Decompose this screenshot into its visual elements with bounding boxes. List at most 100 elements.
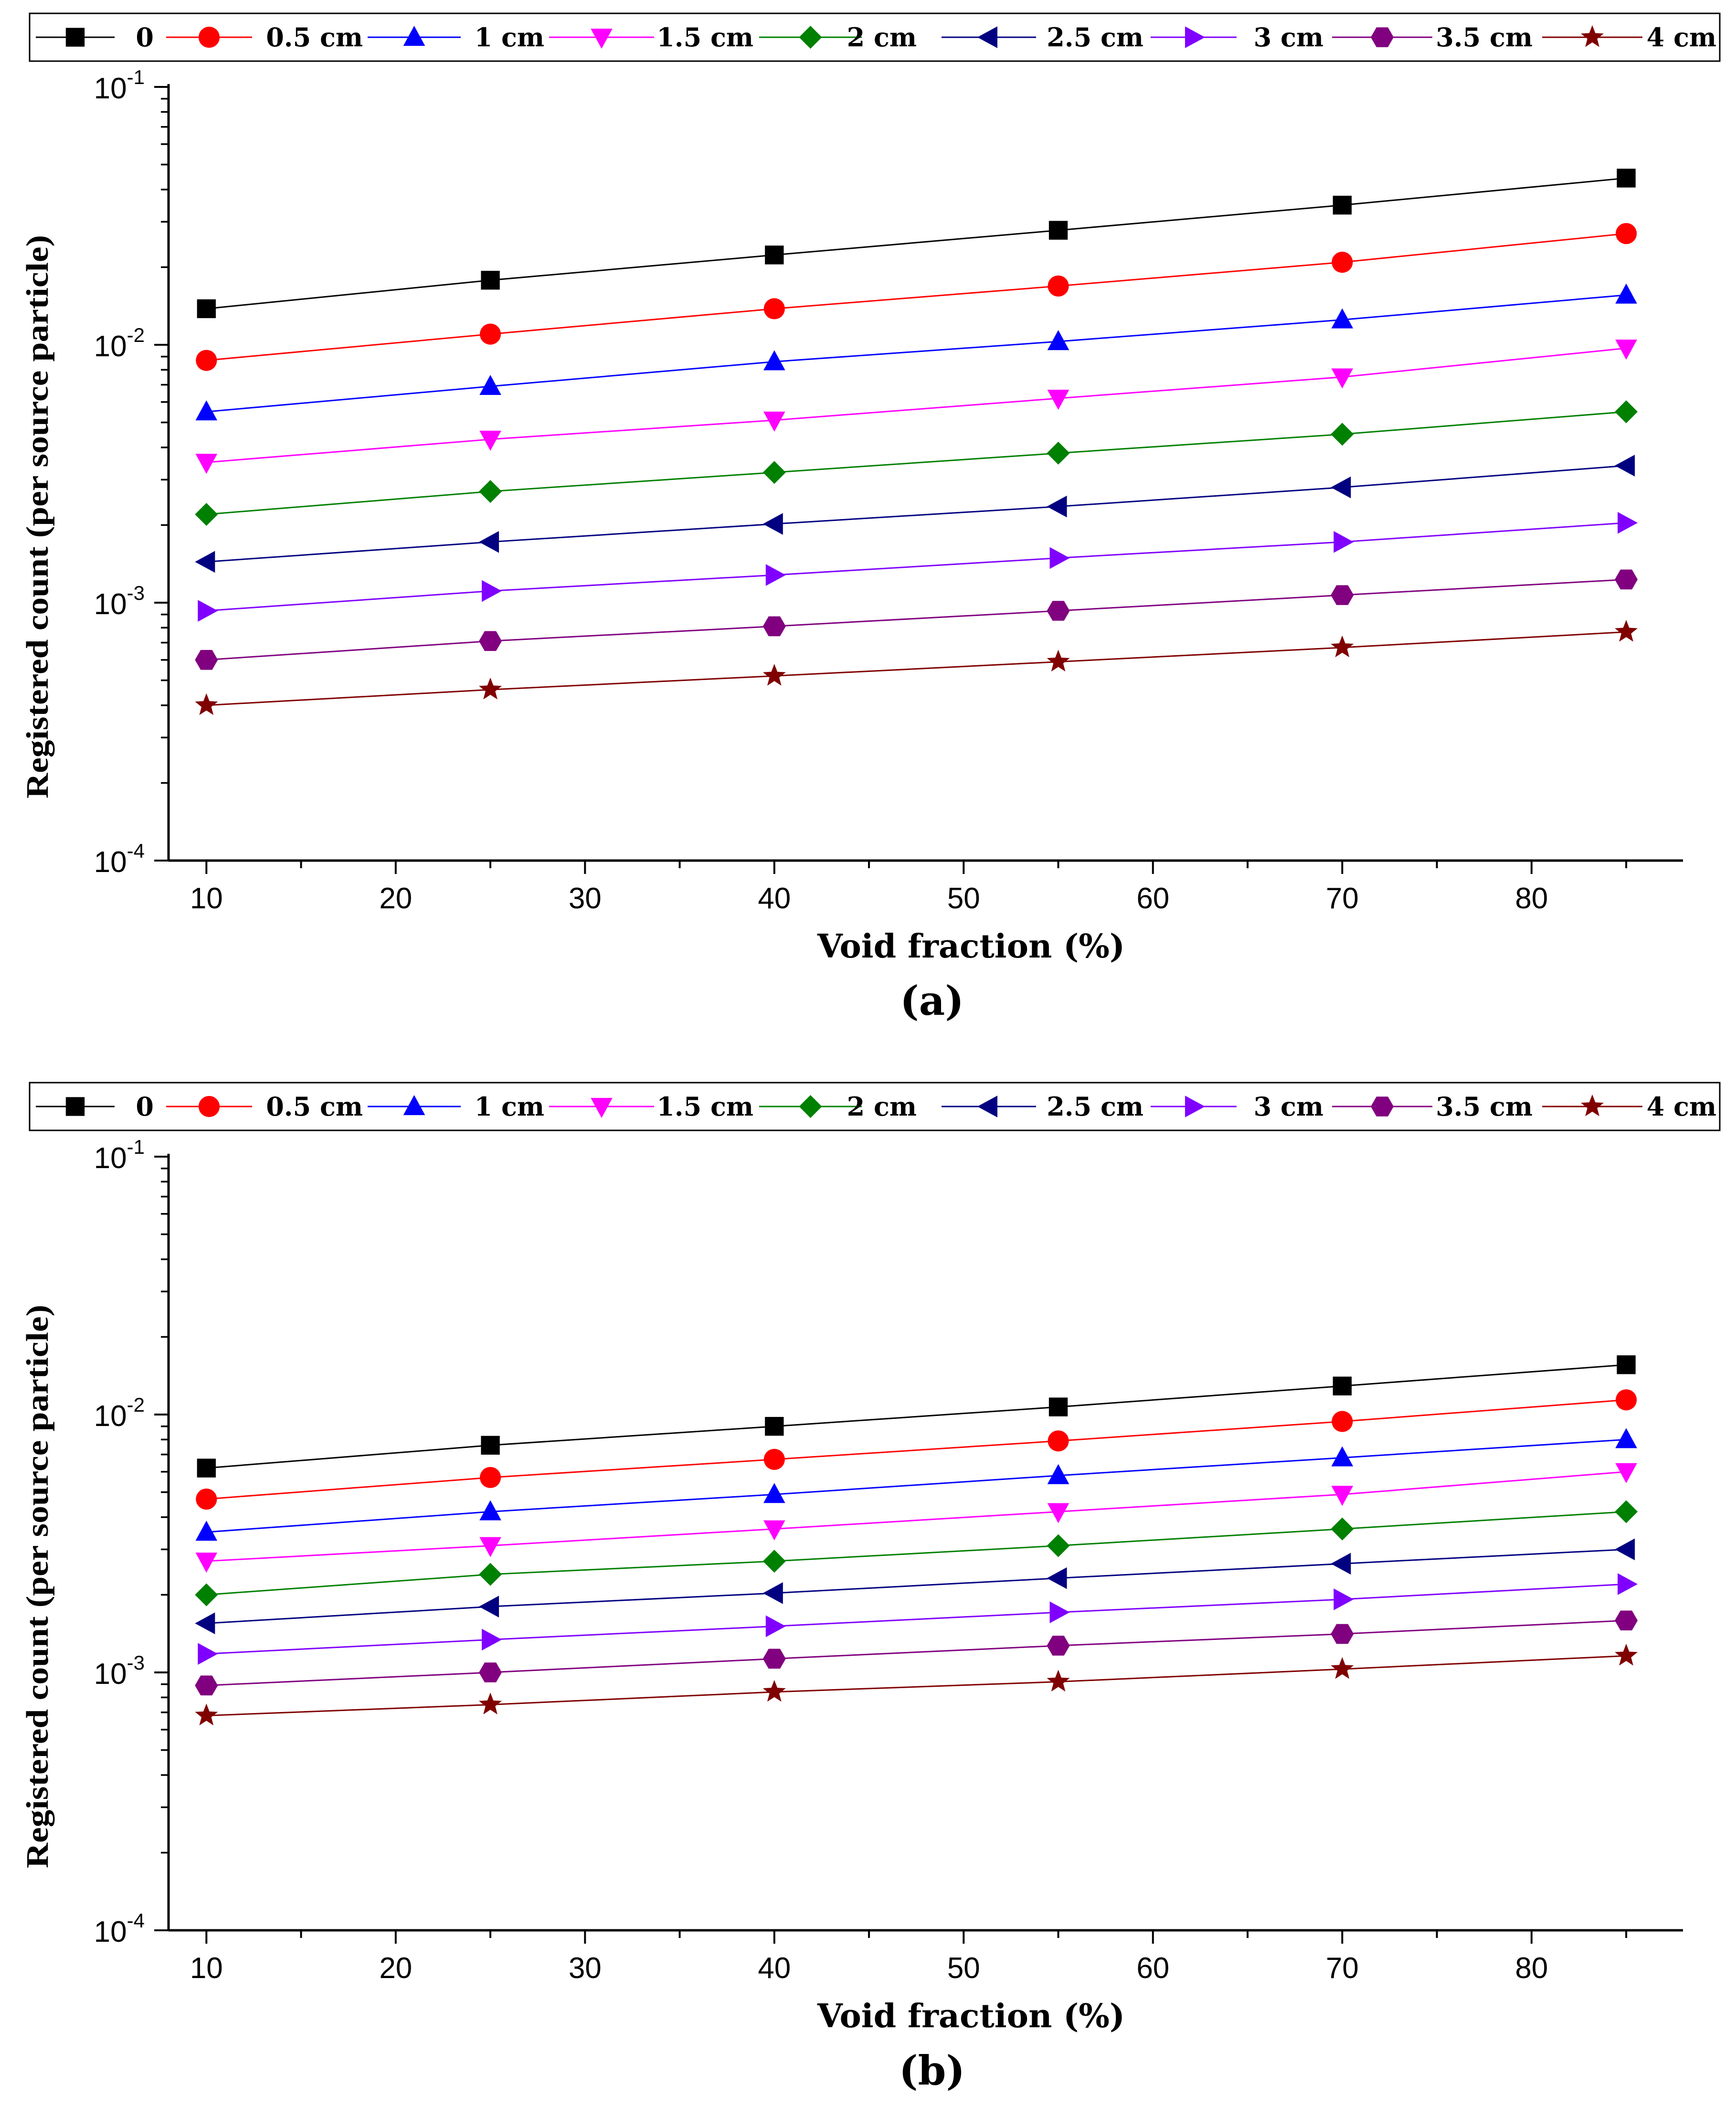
data-point <box>765 1615 786 1638</box>
data-point <box>1617 1355 1636 1374</box>
data-point <box>1615 1610 1638 1631</box>
series-line <box>206 631 1627 706</box>
legend-label: 4 cm <box>1647 22 1716 53</box>
y-tick-label: 10-1 <box>94 66 145 105</box>
y-tick-exponent: -2 <box>127 324 145 346</box>
data-point <box>1615 340 1637 360</box>
data-point <box>1047 1534 1070 1557</box>
data-point <box>479 1596 499 1617</box>
data-point <box>195 1612 215 1635</box>
x-tick-label: 30 <box>569 1952 602 1985</box>
y-tick-exponent: -4 <box>127 1909 145 1932</box>
x-tick-label: 50 <box>947 882 980 915</box>
x-tick-label: 80 <box>1515 1952 1548 1985</box>
data-point <box>1049 1601 1070 1623</box>
panel-b: 0 0.5 cm 1 cm 1.5 cm 2 cm 2.5 cm 3 cm 3.5 cm 4 c… <box>20 1082 1721 2094</box>
data-point <box>479 1563 502 1586</box>
data-point <box>1615 1500 1638 1523</box>
data-point <box>762 1582 783 1604</box>
series-line <box>206 1399 1627 1500</box>
data-point <box>1331 1624 1354 1644</box>
data-point <box>195 1521 218 1541</box>
data-point <box>1048 1430 1069 1452</box>
legend-label: 3 cm <box>1254 1091 1323 1122</box>
legend-label: 3.5 cm <box>1436 22 1533 53</box>
legend-item: 1 cm <box>368 22 544 53</box>
data-point <box>195 1583 218 1607</box>
series-line <box>206 411 1627 515</box>
data-point <box>195 1553 218 1573</box>
panel-a: 0 0.5 cm 1 cm 1.5 cm 2 cm 2.5 cm 3 cm 3.5 cm 4 c… <box>20 12 1721 1024</box>
legend-item: 1 cm <box>368 1091 544 1122</box>
y-tick-label: 10-2 <box>94 324 145 363</box>
data-point <box>1331 635 1354 658</box>
legend-item: 2 cm <box>759 1091 917 1122</box>
data-point <box>1331 1446 1354 1467</box>
data-point <box>1618 1573 1638 1595</box>
series-line <box>206 1364 1627 1469</box>
data-point <box>197 299 216 319</box>
data-point <box>1331 1517 1354 1541</box>
legend-label: 0.5 cm <box>266 22 363 53</box>
legend-item: 3 cm <box>1151 1091 1323 1122</box>
data-point <box>1615 1643 1638 1666</box>
data-point <box>482 1628 502 1651</box>
x-tick-label: 70 <box>1326 1952 1359 1985</box>
data-point <box>196 1488 217 1510</box>
y-tick-base: 10 <box>94 1400 127 1433</box>
data-point <box>195 454 218 474</box>
series-line <box>206 177 1627 309</box>
data-point <box>1615 1538 1635 1561</box>
data-point <box>1047 495 1067 518</box>
x-tick-label: 80 <box>1515 882 1548 915</box>
data-point <box>1331 423 1354 446</box>
data-point <box>1333 195 1352 215</box>
data-point <box>1331 368 1354 389</box>
legend-marker <box>65 28 85 47</box>
y-tick-label: 10-1 <box>94 1136 145 1175</box>
panel-label: (a) <box>900 977 964 1024</box>
y-tick-base: 10 <box>94 588 127 621</box>
y-tick-base: 10 <box>94 846 127 879</box>
data-point <box>482 580 502 602</box>
data-point <box>1334 1588 1354 1610</box>
data-point <box>479 480 502 503</box>
data-point <box>762 664 786 686</box>
series-line <box>206 1583 1627 1655</box>
data-point <box>1047 1503 1069 1523</box>
data-point <box>195 551 215 573</box>
data-point <box>1615 455 1635 477</box>
legend-item: 3.5 cm <box>1332 22 1533 53</box>
x-axis-title: Void fraction (%) <box>817 1997 1125 2035</box>
y-tick-label: 10-4 <box>94 1909 145 1948</box>
y-tick-label: 10-3 <box>94 1651 145 1691</box>
x-tick-label: 10 <box>190 882 223 915</box>
data-point <box>765 564 786 586</box>
legend-item: 0 <box>36 1091 154 1122</box>
data-point <box>479 1467 501 1488</box>
series-line <box>206 578 1627 661</box>
data-point <box>479 375 501 395</box>
data-point <box>195 1675 218 1696</box>
legend-marker <box>1371 1096 1394 1117</box>
legend-label: 0 <box>136 1091 154 1122</box>
data-point <box>198 600 218 622</box>
legend-item: 1.5 cm <box>549 1091 753 1122</box>
y-axis-title: Registered count (per source particle) <box>20 235 55 798</box>
y-tick-label: 10-2 <box>94 1394 145 1433</box>
data-point <box>195 650 218 670</box>
data-point <box>198 1643 218 1665</box>
legend-marker <box>591 29 613 49</box>
data-point <box>763 1448 785 1470</box>
legend: 0 0.5 cm 1 cm 1.5 cm 2 cm 2.5 cm 3 cm 3.5 cm 4 c… <box>29 12 1721 62</box>
y-tick-exponent: -2 <box>127 1394 145 1416</box>
legend-label: 1.5 cm <box>656 22 753 53</box>
data-point <box>195 1703 218 1725</box>
legend-marker <box>1185 1096 1205 1117</box>
legend-marker <box>799 26 822 49</box>
legend-marker <box>198 1096 220 1117</box>
legend-item: 2.5 cm <box>942 22 1143 53</box>
legend-item: 0.5 cm <box>166 1091 363 1122</box>
data-point <box>196 350 217 371</box>
